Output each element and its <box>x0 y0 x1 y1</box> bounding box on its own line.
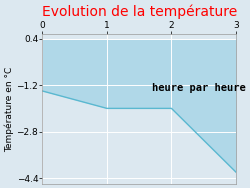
Y-axis label: Température en °C: Température en °C <box>4 67 14 152</box>
Text: heure par heure: heure par heure <box>152 83 246 93</box>
Title: Evolution de la température: Evolution de la température <box>42 4 237 19</box>
